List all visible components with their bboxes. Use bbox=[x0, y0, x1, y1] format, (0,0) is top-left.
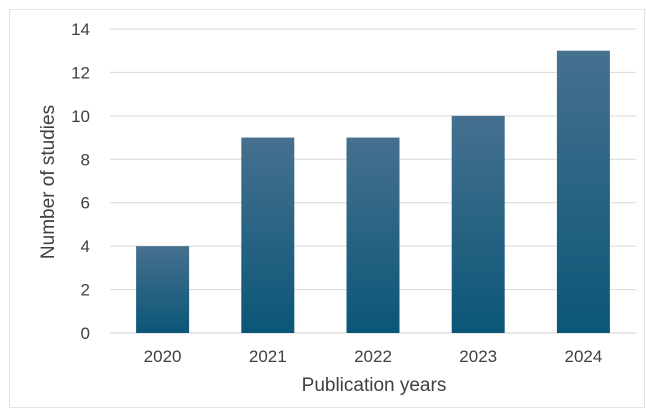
bar-2021 bbox=[241, 137, 295, 333]
y-tick-label: 12 bbox=[71, 63, 90, 82]
chart-frame bbox=[9, 9, 645, 408]
bar-2022 bbox=[346, 137, 400, 333]
y-axis-title: Number of studies bbox=[38, 105, 59, 259]
y-tick-label: 0 bbox=[81, 324, 90, 343]
y-tick-label: 2 bbox=[81, 281, 90, 300]
x-tick-label: 2020 bbox=[144, 347, 182, 366]
x-tick-labels: 2020 2021 2022 2023 2024 bbox=[144, 347, 603, 366]
x-tick-label: 2022 bbox=[354, 347, 392, 366]
y-tick-labels: 0 2 4 6 8 10 12 14 bbox=[71, 20, 90, 343]
x-axis-title: Publication years bbox=[302, 375, 447, 396]
x-tick-label: 2021 bbox=[249, 347, 287, 366]
y-tick-label: 4 bbox=[81, 237, 90, 256]
x-tick-label: 2023 bbox=[459, 347, 497, 366]
y-tick-label: 8 bbox=[81, 150, 90, 169]
y-tick-label: 6 bbox=[81, 194, 90, 213]
bar-2020 bbox=[136, 246, 190, 333]
bar-2023 bbox=[451, 115, 505, 333]
bars bbox=[136, 50, 610, 333]
y-tick-label: 14 bbox=[71, 20, 90, 39]
x-tick-label: 2024 bbox=[564, 347, 602, 366]
y-tick-label: 10 bbox=[71, 107, 90, 126]
bar-2024 bbox=[556, 50, 610, 333]
